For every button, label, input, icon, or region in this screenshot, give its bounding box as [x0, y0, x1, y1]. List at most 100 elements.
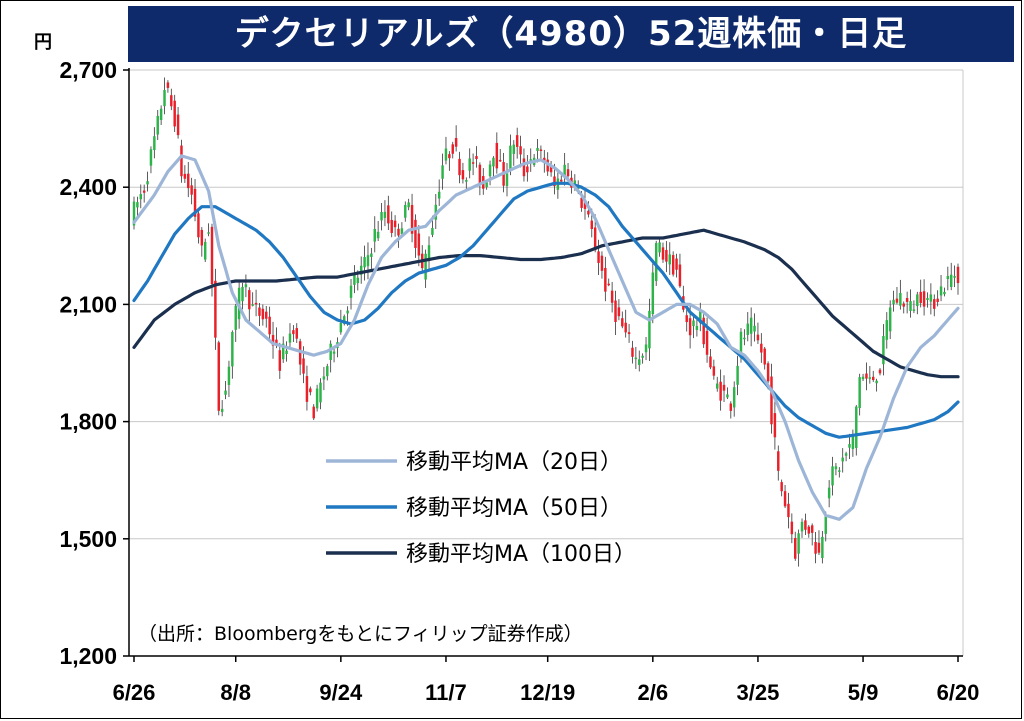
candle-up	[844, 453, 848, 456]
candle-down	[688, 318, 692, 336]
candle-down	[865, 373, 868, 379]
candle-up	[163, 90, 166, 107]
candle-down	[624, 322, 627, 333]
candle-up	[509, 145, 512, 170]
candle-down	[722, 384, 726, 391]
candle-up	[638, 359, 641, 365]
candle-down	[590, 220, 594, 230]
candle-up	[437, 191, 441, 199]
candle-up	[885, 320, 889, 340]
candle-down	[790, 521, 794, 535]
candle-down	[478, 164, 482, 186]
candle-up	[488, 164, 492, 177]
candle-down	[665, 249, 668, 262]
candle-up	[641, 355, 644, 358]
candle-up	[424, 253, 427, 280]
x-tick-label: 11/7	[425, 680, 467, 705]
ma50-line	[132, 181, 960, 439]
candle-up	[132, 201, 136, 226]
candle-up	[736, 365, 739, 385]
candle-up	[241, 286, 244, 302]
candle-down	[190, 185, 193, 195]
candle-up	[743, 337, 746, 340]
candle-up	[227, 366, 231, 385]
y-unit-label: 円	[34, 32, 52, 53]
candle-up	[356, 277, 360, 284]
candle-up	[916, 294, 919, 307]
candle-down	[268, 316, 271, 335]
x-tick-label: 3/25	[737, 680, 780, 705]
candle-down	[549, 166, 553, 173]
candle-up	[824, 514, 827, 534]
candle-down	[454, 138, 458, 147]
candle-up	[281, 343, 285, 360]
candle-up	[366, 255, 370, 267]
candle-up	[899, 292, 902, 306]
y-tick-label: 2,400	[59, 174, 117, 200]
x-tick-label: 5/9	[848, 680, 879, 705]
candle-up	[207, 232, 210, 234]
candle-up	[892, 299, 895, 305]
candle-down	[166, 82, 170, 88]
candle-up	[909, 301, 912, 311]
candle-up	[654, 243, 658, 282]
candle-up	[716, 383, 719, 389]
ma100-line	[132, 228, 960, 379]
candle-down	[905, 298, 909, 302]
candle-down	[580, 197, 583, 208]
candle-up	[929, 294, 933, 302]
candle-up	[315, 388, 319, 409]
candle-down	[705, 330, 709, 355]
candle-up	[322, 376, 326, 380]
legend-label: 移動平均MA（20日）	[406, 450, 622, 475]
candle-down	[763, 348, 766, 365]
candle-down	[794, 538, 797, 559]
candle-down	[956, 266, 960, 284]
candle-down	[458, 158, 461, 176]
candle-up	[231, 331, 234, 367]
x-tick-label: 12/19	[520, 680, 575, 705]
candle-up	[644, 344, 648, 353]
candle-up	[536, 147, 539, 151]
candle-down	[719, 381, 722, 401]
candle-up	[444, 148, 448, 161]
candle-down	[448, 154, 451, 159]
candle-down	[810, 525, 814, 533]
legend-label: 移動平均MA（50日）	[406, 496, 622, 521]
candle-down	[526, 166, 529, 173]
candle-up	[485, 182, 488, 188]
candle-down	[770, 376, 773, 425]
x-tick-label: 6/20	[937, 680, 980, 705]
y-tick-label: 2,100	[59, 291, 117, 317]
candle-up	[234, 305, 237, 330]
candle-up	[827, 487, 831, 499]
candle-up	[821, 536, 824, 559]
candle-up	[648, 310, 651, 349]
candle-down	[498, 159, 502, 162]
candle-down	[902, 303, 905, 307]
candle-up	[465, 180, 468, 182]
y-tick-label: 2,700	[59, 57, 117, 83]
candle-down	[295, 328, 298, 339]
candle-up	[251, 304, 254, 306]
candle-up	[359, 265, 363, 275]
title-bar: デクセリアルズ（4980）52週株価・日足	[128, 6, 1014, 62]
candle-up	[224, 390, 227, 395]
candle-down	[933, 299, 936, 309]
candle-up	[753, 325, 756, 332]
candle-up	[953, 276, 956, 278]
x-tick-label: 8/8	[220, 680, 251, 705]
candle-up	[882, 336, 885, 365]
candle-down	[183, 173, 187, 179]
candle-up	[858, 377, 861, 409]
candle-down	[919, 291, 922, 303]
candle-up	[427, 245, 431, 260]
candle-down	[410, 204, 414, 234]
candle-up	[363, 257, 366, 268]
candle-up	[651, 272, 655, 315]
candle-down	[871, 376, 875, 381]
x-tick-label: 6/26	[113, 680, 156, 705]
candle-down	[271, 335, 275, 346]
candle-up	[848, 444, 851, 448]
